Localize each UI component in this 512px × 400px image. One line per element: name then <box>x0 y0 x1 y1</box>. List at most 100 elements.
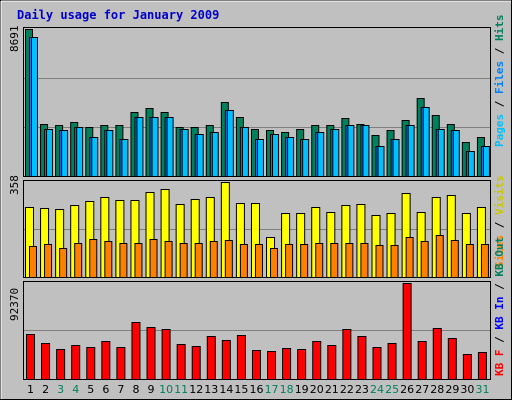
kbf-bar <box>417 341 427 380</box>
sites-bar <box>29 246 37 278</box>
x-axis-day-labels: 1 2 3 4 5 6 7 8 9 10 11 12 13 14 15 16 17 18 19 20 21 22 23 24 2… <box>27 383 489 396</box>
sites-bar <box>300 244 309 278</box>
pages-bar <box>256 139 264 177</box>
legend-kbf: KB F <box>493 350 506 377</box>
legend-hits: Hits <box>493 15 506 42</box>
sites-bar <box>465 244 474 278</box>
pages-bar <box>46 129 54 177</box>
kbf-bar <box>86 347 96 380</box>
x-tick-label: 14 <box>219 383 233 396</box>
hits-files-pages-panel <box>23 27 491 177</box>
x-tick-label: 6 <box>102 383 109 396</box>
kbf-bar <box>462 354 472 380</box>
kbf-bar <box>26 334 35 380</box>
pages-bar <box>362 125 370 177</box>
kbf-bar <box>236 335 246 380</box>
kbf-bar <box>146 327 156 380</box>
legend-sep: / <box>493 330 506 350</box>
pages-bar <box>407 125 415 177</box>
legend-sites: Sites <box>493 235 506 268</box>
x-tick-label: 19 <box>295 383 309 396</box>
x-tick-label: 9 <box>148 383 155 396</box>
pages-bar <box>437 129 445 177</box>
pages-bar <box>121 139 129 177</box>
sites-bar <box>330 243 339 278</box>
kbf-bar <box>327 345 337 380</box>
pages-bar <box>452 130 460 177</box>
x-tick-label: 24 <box>370 383 384 396</box>
pages-bar <box>317 132 325 177</box>
pages-bar <box>422 107 430 177</box>
x-tick-label: 13 <box>204 383 218 396</box>
x-tick-label: 11 <box>174 383 188 396</box>
sites-bar <box>360 243 369 278</box>
pages-bar <box>181 129 189 177</box>
legend-sep: / <box>493 277 506 297</box>
sites-bar <box>315 243 324 278</box>
pages-bar <box>302 139 310 177</box>
legend-files: Files <box>493 61 506 94</box>
legend-visits: Visits <box>493 175 506 215</box>
legend-pages: Pages <box>493 114 506 147</box>
sites-bar <box>285 244 294 278</box>
x-tick-label: 7 <box>117 383 124 396</box>
legend-kbout: KB Out <box>493 237 506 277</box>
kbf-bar <box>387 343 397 380</box>
legend-kbin: KB In <box>493 297 506 330</box>
x-tick-label: 10 <box>159 383 173 396</box>
x-tick-label: 23 <box>355 383 369 396</box>
kbf-bar <box>191 346 201 380</box>
kbf-bar <box>101 341 111 380</box>
pages-bar <box>287 137 295 177</box>
kbf-bar <box>176 344 186 380</box>
sites-bar <box>179 243 188 278</box>
x-tick-label: 27 <box>415 383 429 396</box>
kbf-bar <box>357 336 367 380</box>
kbf-bar <box>432 328 442 380</box>
legend-kb-panel: KB F / KB In / KB Out <box>493 237 506 376</box>
kbf-bar <box>342 329 352 380</box>
chart-title: Daily usage for January 2009 <box>17 8 219 22</box>
kbf-bar <box>477 352 487 380</box>
sites-bar <box>134 243 143 278</box>
sites-bar <box>149 239 158 278</box>
x-tick-label: 4 <box>72 383 79 396</box>
legend-sep: / <box>493 41 506 61</box>
x-tick-label: 25 <box>385 383 399 396</box>
x-tick-label: 30 <box>460 383 474 396</box>
sites-bar <box>44 244 53 278</box>
legend-hits-panel: Pages / Files / Hits <box>493 15 506 148</box>
pages-bar <box>76 127 84 177</box>
x-tick-label: 29 <box>445 383 459 396</box>
kbf-bar <box>206 336 216 380</box>
x-tick-label: 21 <box>325 383 339 396</box>
x-tick-label: 8 <box>132 383 139 396</box>
x-tick-label: 5 <box>87 383 94 396</box>
sites-bar <box>480 244 489 278</box>
kbf-bar <box>267 351 277 380</box>
x-tick-label: 22 <box>340 383 354 396</box>
sites-bar <box>89 239 98 278</box>
pages-bar <box>166 117 174 177</box>
sites-bar <box>239 244 248 278</box>
sites-bar <box>224 240 233 278</box>
sites-bar <box>254 244 263 278</box>
kbf-bar <box>372 347 382 380</box>
y-tick-label-kbytes: 92370 <box>8 288 21 321</box>
legend-sep: / <box>493 94 506 114</box>
sites-bar <box>450 240 459 278</box>
sites-bar <box>119 243 128 278</box>
legend-visits-panel: Sites / Visits <box>493 175 506 268</box>
y-tick-label-hits: 8691 <box>8 26 21 53</box>
kbf-bar <box>221 340 231 380</box>
kbf-bar <box>297 349 307 380</box>
sites-bar <box>209 241 218 278</box>
x-tick-label: 31 <box>475 383 489 396</box>
pages-bar <box>196 134 204 177</box>
sites-bar <box>390 245 399 278</box>
pages-bar <box>211 132 219 177</box>
pages-bar <box>61 130 69 177</box>
pages-bar <box>91 137 99 177</box>
